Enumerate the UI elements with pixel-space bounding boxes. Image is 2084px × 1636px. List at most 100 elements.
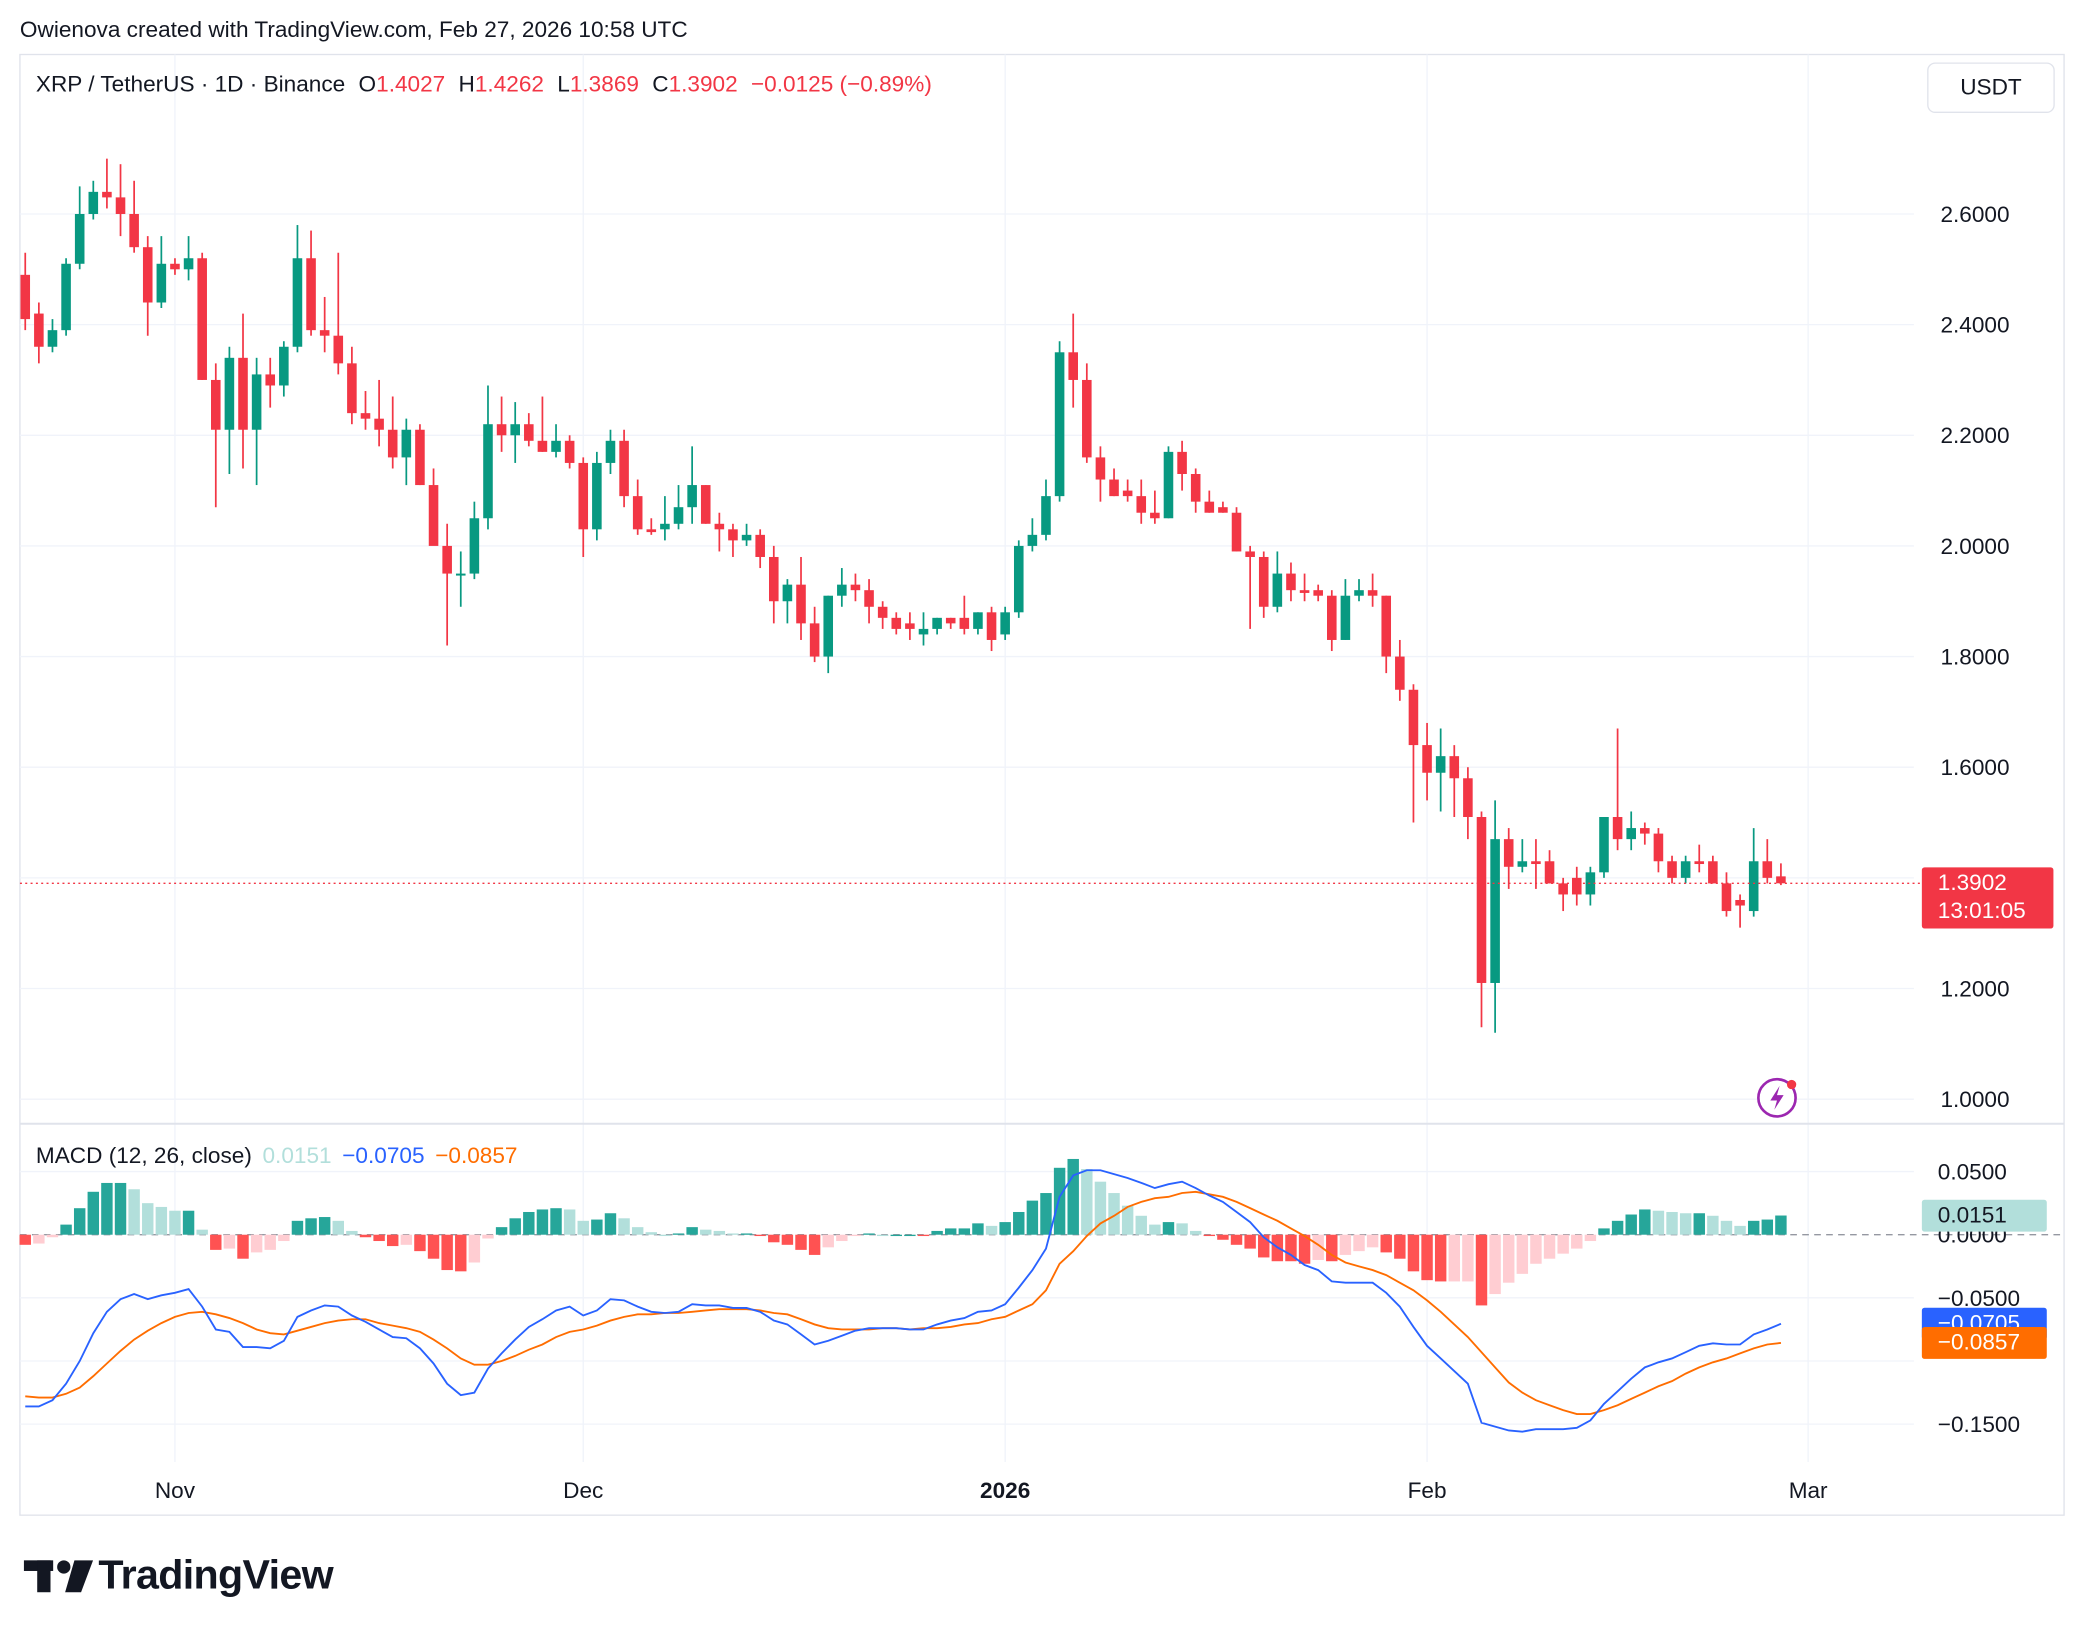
macd-histogram-bar <box>87 1191 100 1235</box>
candle <box>687 446 697 524</box>
candle-body <box>156 263 167 303</box>
macd-histogram-bar <box>1026 1200 1039 1235</box>
candle <box>1762 839 1773 884</box>
lightning-icon[interactable] <box>1757 1077 1797 1118</box>
candle-body <box>1408 689 1419 746</box>
candle <box>47 319 58 353</box>
macd-histogram-bar <box>33 1234 45 1244</box>
macd-histogram-bar <box>1053 1167 1066 1235</box>
macd-histogram-bar <box>278 1234 290 1242</box>
candle <box>211 363 221 508</box>
candle-body <box>279 346 289 386</box>
candle-body <box>837 584 847 596</box>
candle <box>1299 573 1310 602</box>
low-label: L <box>557 71 570 98</box>
macd-histogram-bar <box>1094 1181 1107 1235</box>
candle-body <box>428 485 439 546</box>
candle <box>1258 551 1269 618</box>
candle-body <box>796 584 806 624</box>
macd-histogram-bar <box>686 1227 698 1235</box>
candle <box>1150 490 1160 524</box>
macd-histogram-bar <box>931 1230 943 1235</box>
candle <box>483 385 493 530</box>
candle-body <box>700 485 711 524</box>
tradingview-logo <box>23 1560 94 1593</box>
macd-histogram-bar <box>917 1234 930 1237</box>
macd-histogram-bar <box>1189 1230 1202 1235</box>
macd-histogram-bar <box>1761 1219 1774 1235</box>
candle <box>1122 479 1133 502</box>
last-price-value: 1.3902 <box>1938 870 2007 895</box>
macd-axis-label: −0.0500 <box>1938 1286 2020 1311</box>
candle-body <box>265 374 276 386</box>
candle-body <box>34 313 44 347</box>
macd-histogram-bar <box>60 1224 72 1235</box>
candle-body <box>1680 861 1691 878</box>
candle <box>1095 446 1106 502</box>
macd-histogram-bar <box>1380 1234 1392 1253</box>
candle <box>986 606 997 652</box>
price-axis-label: 1.8000 <box>1940 645 2009 670</box>
candle-body <box>1531 861 1541 865</box>
candle <box>319 296 330 353</box>
macd-histogram-bar <box>740 1233 753 1235</box>
macd-histogram-bar <box>1366 1234 1379 1248</box>
macd-histogram-bar <box>808 1234 821 1255</box>
candle <box>1408 684 1419 823</box>
candle-body <box>129 213 139 248</box>
candle <box>932 617 942 635</box>
candle <box>1136 479 1147 524</box>
candle-body <box>1109 479 1119 497</box>
high-value: 1.4262 <box>474 71 544 98</box>
candle <box>401 418 412 486</box>
axes: Nov Dec 2026 Feb Mar 2.6000 2.4000 2.2000 2.0000… <box>155 202 2020 1503</box>
candle <box>714 512 725 552</box>
candle-body <box>1612 817 1623 840</box>
candle <box>1190 468 1201 513</box>
candle-body <box>1558 883 1568 895</box>
candle <box>347 346 357 425</box>
candle <box>1272 551 1283 613</box>
candle <box>959 595 970 635</box>
macd-histogram-bar <box>1149 1224 1161 1235</box>
macd-histogram-bar <box>972 1223 984 1235</box>
candle <box>170 258 180 275</box>
macd-histogram-bar <box>1353 1234 1365 1252</box>
candle-body <box>510 424 520 436</box>
candle-body <box>1204 501 1215 513</box>
candle <box>1626 811 1636 851</box>
macd-legend[interactable]: MACD (12, 26, close) 0.0151 −0.0705 −0.0… <box>36 1143 528 1170</box>
chart-frame <box>19 53 2065 1516</box>
macd-histogram-bar <box>332 1220 344 1235</box>
candle <box>1381 595 1392 674</box>
macd-histogram-bar <box>1421 1234 1433 1281</box>
candle-body <box>401 429 412 458</box>
close-value: 1.3902 <box>668 71 738 98</box>
candle-body <box>823 595 834 657</box>
candle-body <box>1068 352 1078 380</box>
candle <box>1680 855 1691 884</box>
candle <box>510 402 520 463</box>
macd-title[interactable]: MACD (12, 26, close) <box>35 1143 252 1169</box>
macd-histogram-bar <box>563 1209 576 1235</box>
candle <box>1395 639 1405 701</box>
candle <box>1013 540 1024 618</box>
macd-histogram-bar <box>1775 1215 1787 1235</box>
currency-button[interactable]: USDT <box>1927 62 2055 113</box>
candle-body <box>496 424 507 436</box>
candle <box>646 518 657 535</box>
candle-body <box>1422 745 1432 773</box>
symbol-name[interactable]: XRP / TetherUS · 1D · Binance <box>35 71 346 98</box>
macd-histogram-bar <box>1503 1234 1515 1283</box>
macd-histogram-bar <box>659 1234 671 1237</box>
macd-histogram-bar <box>849 1234 862 1237</box>
candle-body <box>728 529 738 541</box>
candle <box>115 164 126 237</box>
open-value: 1.4027 <box>376 71 446 98</box>
macd-signal-axis-label-bg <box>1921 1326 2047 1359</box>
candle-body <box>1163 451 1174 519</box>
macd-histogram-bar <box>114 1182 127 1235</box>
